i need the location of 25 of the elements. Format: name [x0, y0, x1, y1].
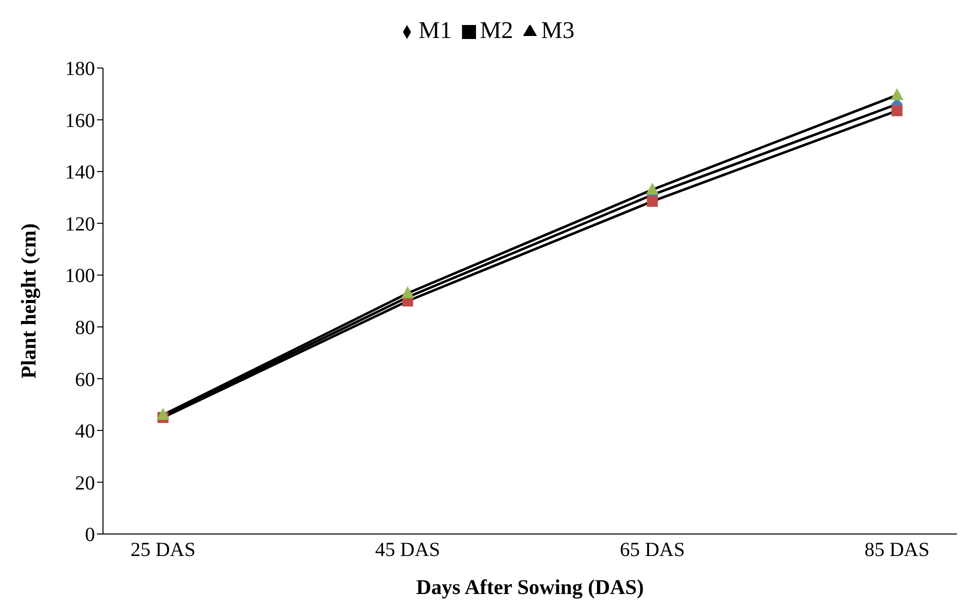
y-tick-label: 100 [65, 265, 95, 288]
point [646, 182, 659, 195]
y-tick-label: 120 [65, 213, 95, 236]
y-tick-label: 60 [75, 368, 95, 391]
y-tick-label: 180 [65, 58, 95, 80]
x-axis-title: Days After Sowing (DAS) [416, 575, 644, 599]
legend-label: M1 [418, 18, 452, 44]
y-tick-label: 80 [75, 316, 95, 339]
point [156, 408, 170, 420]
x-tick-label: 65 DAS [620, 539, 685, 562]
y-tick-label: 160 [65, 110, 95, 132]
y-tick-label: 40 [75, 420, 95, 443]
legend-label: M2 [480, 18, 514, 44]
x-tick-label: 45 DAS [375, 539, 440, 562]
legend-label: M3 [541, 18, 575, 44]
point [646, 196, 658, 207]
y-tick-label: 0 [85, 524, 95, 546]
x-tick-label: 85 DAS [864, 539, 930, 562]
y-tick-label: 140 [65, 162, 95, 184]
y-tick-label: 20 [75, 472, 95, 494]
y-axis-title: Plant height (cm) [16, 223, 40, 379]
point [401, 286, 414, 298]
x-tick-label: 25 DAS [130, 539, 196, 562]
point [892, 105, 902, 116]
point [890, 88, 904, 100]
